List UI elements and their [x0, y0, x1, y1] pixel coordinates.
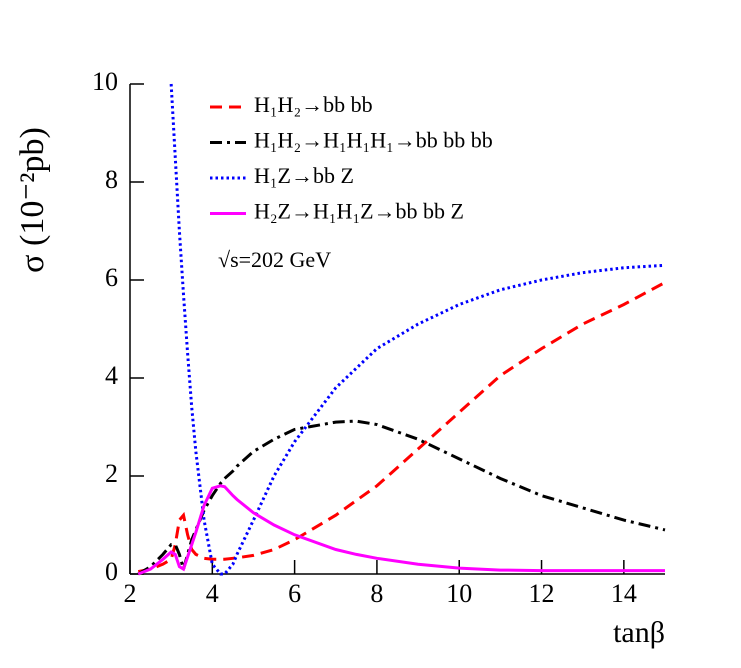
annotation: √s=202 GeV — [218, 247, 331, 272]
legend-label: H₁H₂→H₁H₁H₁→bb bb bb — [254, 128, 493, 153]
y-tick-label: 0 — [105, 557, 118, 586]
y-tick-label: 2 — [105, 459, 118, 488]
y-tick-label: 10 — [92, 67, 118, 96]
series-line — [169, 83, 666, 576]
x-tick-label: 6 — [288, 579, 301, 608]
series-line — [137, 419, 666, 576]
y-tick-label: 4 — [105, 361, 118, 390]
x-tick-label: 10 — [446, 579, 472, 608]
legend-label: H₁Z→bb Z — [254, 163, 354, 188]
legend-label: H₁H₂→bb bb — [254, 92, 373, 117]
x-tick-label: 4 — [206, 579, 219, 608]
y-tick-label: 8 — [105, 165, 118, 194]
x-tick-label: 12 — [529, 579, 555, 608]
legend-label: H₂Z→H₁H₁Z→bb bb Z — [254, 199, 464, 224]
y-tick-label: 6 — [105, 263, 118, 292]
x-tick-label: 8 — [370, 579, 383, 608]
x-axis-label: tanβ — [613, 616, 665, 649]
series-line — [137, 281, 666, 574]
series-line — [137, 484, 665, 576]
x-tick-label: 2 — [124, 579, 137, 608]
x-tick-label: 14 — [611, 579, 637, 608]
y-axis-label: σ (10⁻²pb) — [14, 127, 51, 273]
